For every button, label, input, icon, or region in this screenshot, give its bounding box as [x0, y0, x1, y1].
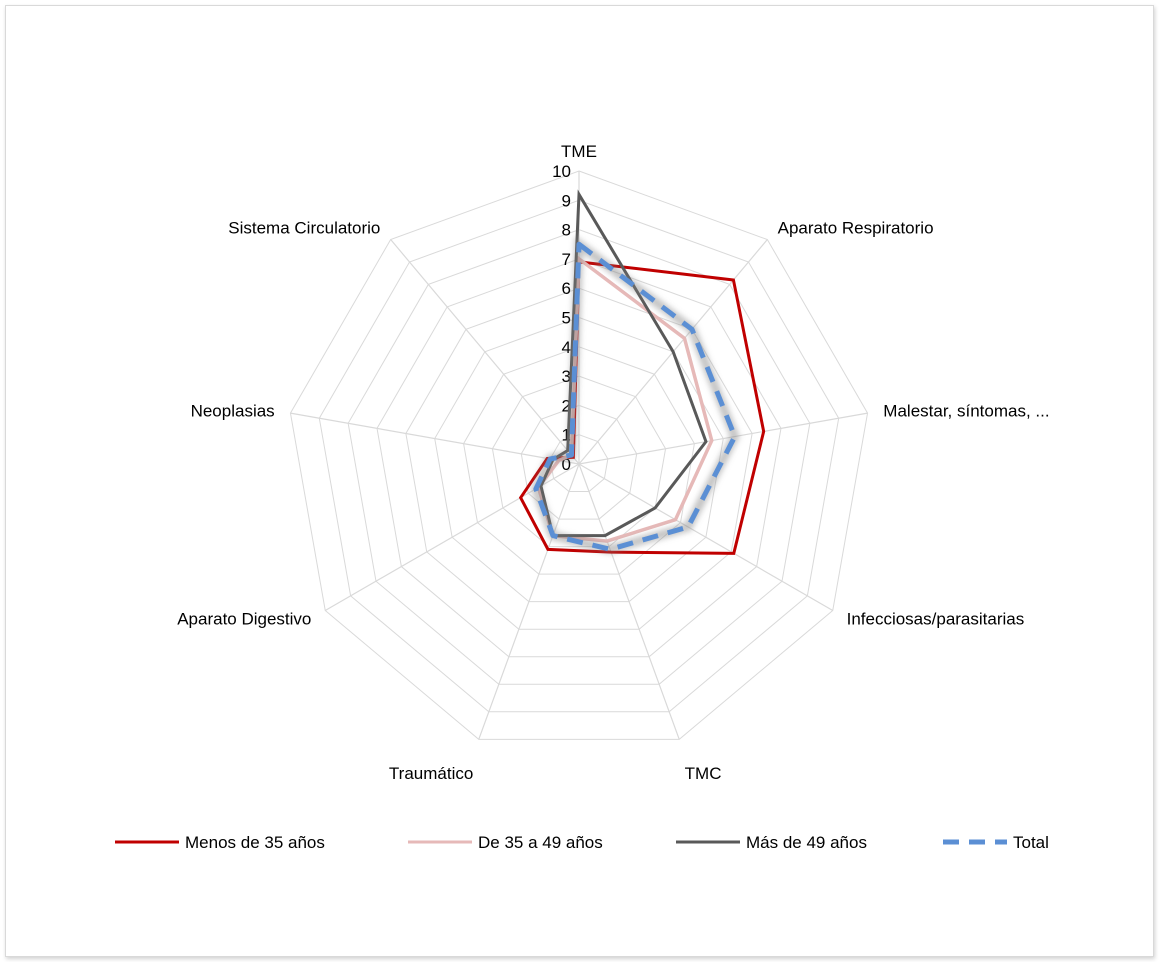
grid-ring-1: [549, 434, 609, 493]
category-label: TME: [561, 142, 597, 161]
category-label: Traumático: [389, 764, 473, 783]
tick-label: 9: [562, 191, 571, 210]
category-label: Aparato Respiratorio: [778, 218, 934, 237]
category-label: Neoplasias: [191, 401, 275, 420]
category-label: Malestar, síntomas, ...: [883, 401, 1049, 420]
spoke-4: [578, 463, 680, 740]
radar-grid: [289, 170, 869, 740]
data-series: [518, 189, 766, 555]
spoke-5: [478, 463, 580, 740]
legend-label: De 35 a 49 años: [478, 833, 603, 852]
grid-ring-8: [347, 229, 811, 685]
spoke-3: [578, 463, 834, 612]
tick-label: 8: [562, 221, 571, 240]
tick-label: 1: [562, 426, 571, 445]
tick-label: 5: [562, 309, 571, 328]
legend-item: Menos de 35 años: [115, 833, 325, 852]
grid-ring-4: [463, 346, 695, 575]
grid-ring-6: [405, 287, 753, 630]
legend-item: De 35 a 49 años: [408, 833, 603, 852]
category-label: Aparato Digestivo: [177, 610, 311, 629]
legend-label: Total: [1013, 833, 1049, 852]
tick-label: 7: [562, 250, 571, 269]
grid-ring-7: [376, 258, 782, 658]
grid-ring-3: [491, 375, 667, 548]
category-labels: TME Aparato Respiratorio Malestar, síntoma…: [177, 142, 1049, 783]
legend-item: Más de 49 años: [676, 833, 867, 852]
legend-label: Menos de 35 años: [185, 833, 325, 852]
spoke-2: [578, 412, 868, 465]
tick-label: 0: [562, 455, 571, 474]
tick-label: 4: [562, 338, 571, 357]
legend: Menos de 35 años De 35 a 49 años Más de 49…: [115, 833, 1049, 852]
grid-ring-9: [318, 199, 840, 713]
spoke-7: [290, 412, 580, 465]
grid-ring-2: [520, 404, 638, 520]
chart-area: [5, 5, 1154, 957]
series-line-total: [533, 241, 738, 552]
tick-label: 10: [552, 162, 571, 181]
grid-ring-10: [289, 170, 869, 740]
tick-label: 3: [562, 367, 571, 386]
category-label: Infecciosas/parasitarias: [847, 610, 1025, 629]
legend-label: Más de 49 años: [746, 833, 867, 852]
radar-spokes: [290, 171, 868, 740]
category-label: TMC: [685, 764, 722, 783]
spoke-8: [390, 239, 580, 465]
tick-label: 2: [562, 396, 571, 415]
radial-tick-labels: 0 1 2 3 4 5 6 7 8 9 10: [552, 162, 571, 474]
category-label: Sistema Circulatorio: [228, 218, 380, 237]
tick-label: 6: [562, 279, 571, 298]
legend-item: Total: [943, 833, 1049, 852]
